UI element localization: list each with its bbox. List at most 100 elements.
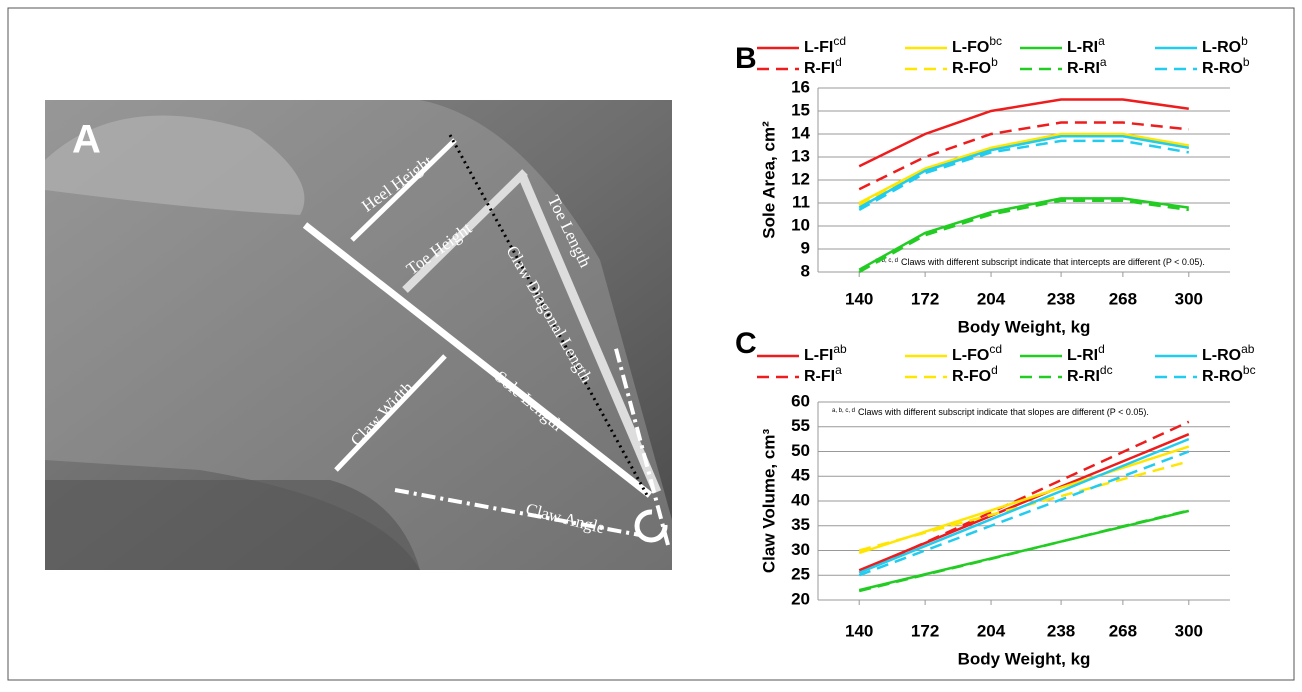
legend-entry: R-RIa	[1067, 55, 1107, 77]
legend-name: R-RI	[1067, 60, 1100, 77]
legend-superscript: b	[1241, 34, 1248, 48]
claw-angle-arc	[634, 509, 668, 543]
y-tick-label: 50	[791, 441, 810, 460]
footnote-marker: a, b, c, d	[832, 408, 855, 414]
x-tick-label: 238	[1047, 621, 1075, 640]
x-tick-label: 204	[977, 289, 1006, 308]
y-tick-label: 8	[801, 261, 810, 280]
legend-name: L-FO	[952, 347, 989, 364]
legend-name: L-FI	[804, 39, 833, 56]
legend-entry: L-RId	[1067, 342, 1105, 364]
legend-superscript: d	[1098, 342, 1105, 356]
legend-superscript: ab	[1241, 342, 1255, 356]
y-tick-label: 35	[791, 515, 810, 534]
y-tick-label: 15	[791, 100, 810, 119]
data-line	[858, 509, 1190, 593]
footnote: a, b, c, d Claws with different subscript…	[832, 407, 1149, 417]
legend-name: R-RO	[1202, 60, 1243, 77]
legend-entry: L-FIcd	[804, 34, 846, 56]
data-line	[858, 197, 1189, 271]
legend-name: R-FI	[804, 60, 835, 77]
legend-superscript: dc	[1100, 363, 1113, 377]
legend-superscript: bc	[989, 34, 1002, 48]
legend-superscript: a	[1098, 34, 1105, 48]
footnote-marker: a, b, c, d	[875, 258, 898, 264]
legend-superscript: d	[835, 55, 842, 69]
legend-superscript: b	[991, 55, 998, 69]
y-tick-label: 45	[791, 466, 810, 485]
dewclaw	[45, 115, 305, 215]
data-line	[858, 199, 1189, 274]
legend-name: L-RO	[1202, 39, 1241, 56]
footnote-text: Claws with different subscript indicate …	[901, 257, 1205, 267]
y-tick-label: 55	[791, 416, 810, 435]
legend-entry: R-FOb	[952, 55, 998, 77]
legend-superscript: d	[991, 363, 998, 377]
x-axis-label: Body Weight, kg	[958, 317, 1091, 336]
data-line	[858, 420, 1190, 574]
legend-name: L-RO	[1202, 347, 1241, 364]
y-tick-label: 16	[791, 77, 810, 96]
frame	[7, 7, 1295, 681]
legend-name: L-FI	[804, 347, 833, 364]
x-tick-label: 172	[911, 621, 939, 640]
legend-superscript: b	[1243, 55, 1250, 69]
toe-height-line	[402, 169, 528, 293]
legend-entry: L-RIa	[1067, 34, 1105, 56]
x-tick-label: 140	[845, 621, 873, 640]
legend-superscript: bc	[1243, 363, 1256, 377]
y-axis-label: Sole Area, cm²	[759, 121, 778, 239]
legend-name: R-RI	[1067, 368, 1100, 385]
legend-name: R-RO	[1202, 368, 1243, 385]
panel-label: B	[735, 42, 757, 75]
panel-label: C	[735, 327, 757, 360]
y-tick-label: 12	[791, 169, 810, 188]
legend-superscript: cd	[833, 34, 846, 48]
sole-length-line	[302, 222, 653, 498]
hoof	[45, 100, 672, 570]
diagonal-line	[448, 134, 650, 498]
x-tick-label: 204	[977, 621, 1006, 640]
y-tick-label: 13	[791, 146, 810, 165]
legend-entry: R-ROb	[1202, 55, 1250, 77]
legend-entry: L-FIab	[804, 342, 847, 364]
x-axis-label: Body Weight, kg	[958, 649, 1091, 668]
legend-entry: L-ROab	[1202, 342, 1255, 364]
data-line	[858, 121, 1189, 191]
claw-angle-line	[613, 344, 670, 546]
y-tick-label: 60	[791, 391, 810, 410]
chart: C 20 25 30 35 40 45 50 55 60 140 172 204 238 268 300 Bod…	[735, 327, 1256, 669]
legend-name: L-RI	[1067, 39, 1098, 56]
legend-name: R-FO	[952, 60, 991, 77]
legend-name: L-FO	[952, 39, 989, 56]
y-tick-label: 14	[791, 123, 810, 142]
toe-length-line	[517, 173, 662, 494]
data-line	[858, 132, 1190, 205]
x-tick-label: 300	[1175, 621, 1203, 640]
x-tick-label: 238	[1047, 289, 1075, 308]
x-tick-label: 300	[1175, 289, 1203, 308]
x-tick-label: 268	[1109, 289, 1137, 308]
y-tick-label: 10	[791, 215, 810, 234]
y-tick-label: 40	[791, 490, 810, 509]
legend-entry: R-FOd	[952, 363, 998, 385]
legend-superscript: a	[835, 363, 842, 377]
legend-entry: L-ROb	[1202, 34, 1248, 56]
legend-entry: L-FOcd	[952, 342, 1002, 364]
legend-superscript: ab	[833, 342, 847, 356]
heel-height-line	[350, 138, 457, 242]
x-tick-label: 140	[845, 289, 873, 308]
data-line	[858, 135, 1190, 209]
data-line	[858, 450, 1190, 577]
skin	[45, 480, 420, 570]
data-line	[858, 445, 1190, 555]
y-tick-label: 11	[792, 192, 810, 211]
photo: A Heel Height Toe Height Toe Length Claw…	[45, 100, 672, 570]
legend-entry: R-RIdc	[1067, 363, 1113, 385]
data-line	[858, 437, 1190, 574]
y-tick-label: 9	[801, 238, 810, 257]
legend-name: L-RI	[1067, 347, 1098, 364]
legend-superscript: cd	[989, 342, 1002, 356]
y-tick-label: 25	[791, 565, 810, 584]
